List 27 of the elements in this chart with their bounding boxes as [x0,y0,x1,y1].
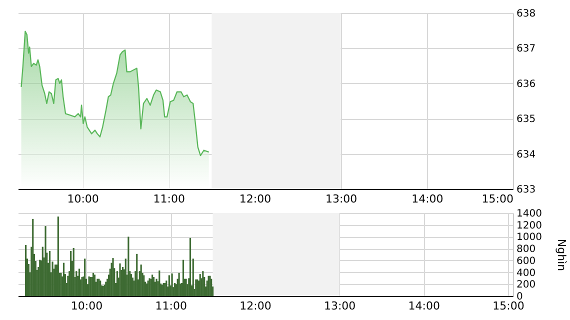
y-tick-label: 633 [516,184,536,196]
x-tick-label: 10:00 [70,300,103,312]
y-tick-label: 637 [516,44,536,55]
x-tick-label: 11:00 [153,192,186,206]
x-tick-label: 15:00 [492,300,524,312]
x-tick-label: 10:00 [67,192,99,206]
y-tick-label: 1000 [516,232,542,244]
y-tick-label: 0 [516,292,523,302]
x-tick-label: 11:00 [155,300,187,312]
y-tick-label: 638 [516,8,536,20]
y-tick-label: 636 [516,78,536,90]
x-tick-label: 15:00 [482,192,514,206]
y-tick-label: 1200 [516,220,542,232]
y-tick-label: 200 [516,280,536,291]
y-tick-label: 634 [516,149,536,160]
x-tick-label: 14:00 [412,192,444,206]
y-tick-label: 800 [516,244,536,256]
y-tick-label: 1400 [516,208,542,220]
y-axis-title: Nghìn [554,238,568,272]
y-tick-label: 400 [516,268,536,279]
y-tick-label: 600 [516,256,536,267]
x-tick-label: 12:00 [240,300,272,312]
x-tick-label: 14:00 [408,300,440,312]
y-tick-label: 635 [516,114,536,126]
x-tick-label: 12:00 [239,192,272,206]
x-tick-label: 13:00 [324,300,356,312]
x-tick-label: 13:00 [325,192,358,206]
